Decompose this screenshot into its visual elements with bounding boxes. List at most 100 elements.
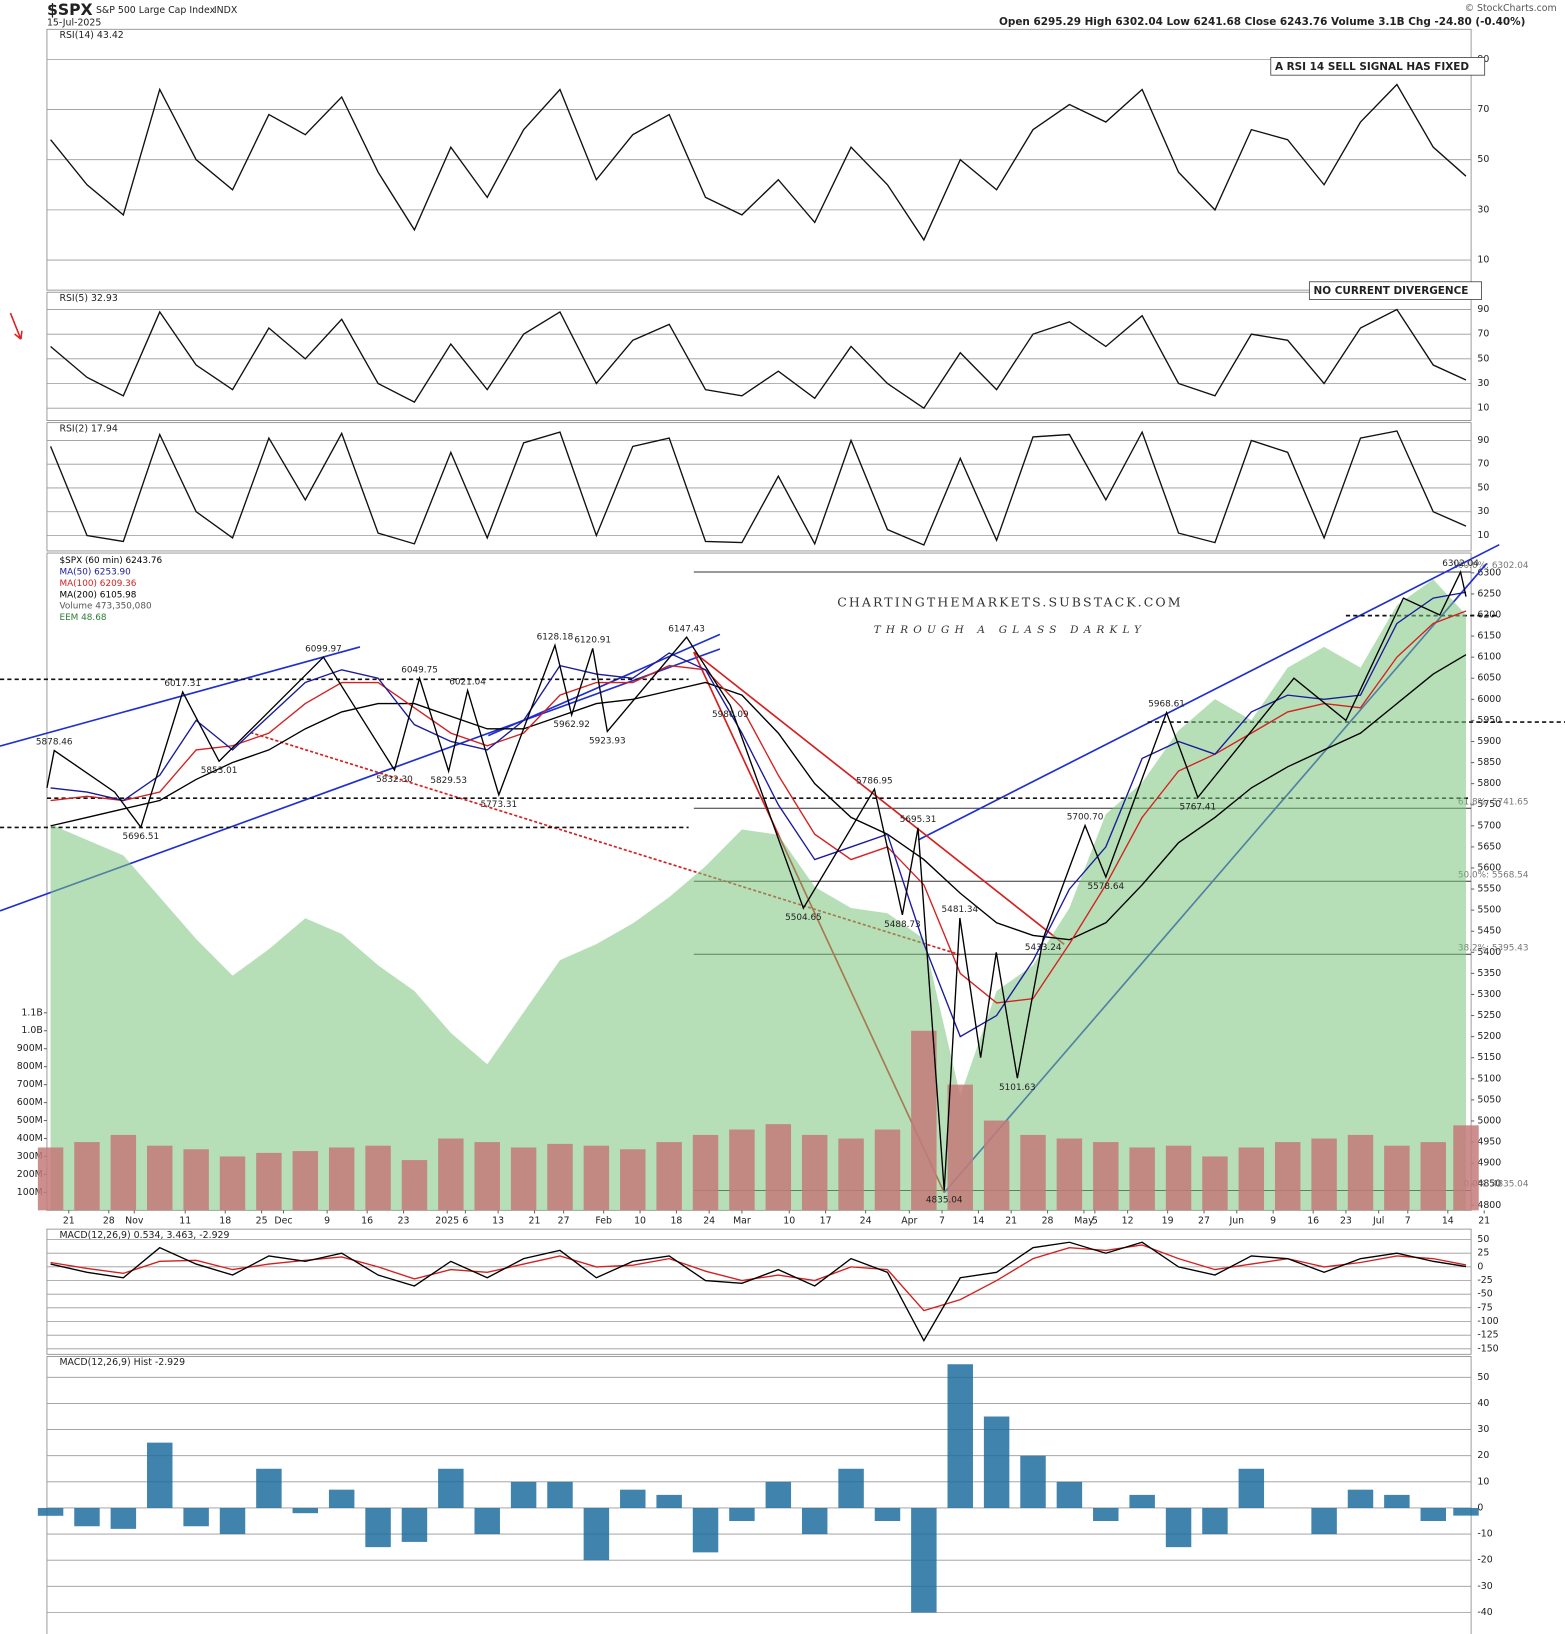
fib-label: 0.0%: 4835.04 [1464,1180,1529,1190]
x-tick-label: 12 [1122,1215,1134,1226]
annotation-box [1308,281,1482,300]
y-tick-label: -20 [1477,1555,1492,1566]
bar [983,1416,1010,1508]
value-label: 5832.30 [376,775,413,785]
x-tick-label: Jul [1372,1215,1384,1226]
bar [1238,1468,1265,1508]
x-tick-label: Dec [274,1215,292,1226]
bar [874,1507,901,1522]
bar [1274,1142,1301,1211]
x-tick-label: 27 [1198,1215,1210,1226]
x-tick-label: Mar [733,1215,751,1226]
x-tick-label: 7 [1405,1215,1411,1226]
bar [1202,1507,1228,1535]
value-label: 5962.92 [553,720,590,730]
symbol: $SPX [47,0,93,19]
y-tick-label: 5700 [1477,820,1501,831]
y-tick-label: 50 [1477,1372,1489,1383]
y-tick-label: 5850 [1477,757,1501,768]
fib-label: 50.0%: 5568.54 [1458,870,1529,880]
y2-tick-label: 500M [17,1115,43,1126]
bar [219,1156,246,1211]
y-tick-label: 5900 [1477,736,1501,747]
value-label: 4835.04 [926,1195,963,1205]
y-tick-label: 5450 [1477,926,1501,937]
bar [1311,1138,1337,1211]
value-label: 5700.70 [1067,813,1104,823]
value-label: 5767.41 [1180,802,1217,812]
legend-entry: Volume 473,350,080 [59,602,151,612]
value-label: 5488.73 [884,920,921,930]
value-label: 6021.04 [449,678,486,688]
y-tick-label: 70 [1477,329,1489,340]
bar [729,1507,755,1522]
x-tick-label: 9 [324,1215,330,1226]
y-tick-label: 50 [1477,154,1489,165]
bar [474,1142,500,1211]
bar [510,1481,537,1508]
series-area [50,579,1466,1211]
bar [1165,1145,1192,1211]
bar [801,1507,828,1535]
y2-tick-label: 300M [17,1151,43,1162]
x-tick-label: 27 [558,1215,570,1226]
y-tick-label: -40 [1477,1607,1492,1618]
x-tick-label: 7 [939,1215,945,1226]
y-tick-label: 6300 [1477,567,1501,578]
panel [46,422,1472,552]
x-tick-label: 11 [179,1215,191,1226]
x-tick-label: Apr [901,1215,917,1226]
arrow [9,312,23,340]
x-tick-label: 23 [1340,1215,1352,1226]
y-tick-label: -25 [1477,1275,1492,1286]
bar [183,1149,209,1211]
y-tick-label: 5750 [1477,799,1501,810]
bar [838,1468,864,1508]
y-tick-label: 20 [1477,1450,1489,1461]
bar [911,1507,937,1613]
value-label: 5986.09 [712,710,749,720]
panel-label: RSI(14) 43.42 [59,30,123,41]
bar [147,1442,173,1508]
annotation: A RSI 14 SELL SIGNAL HAS FIXED [1275,61,1469,73]
bar [765,1481,792,1508]
value-label: 5786.95 [856,776,893,786]
y-tick-label: 25 [1477,1248,1489,1259]
y-tick-label: 5150 [1477,1052,1501,1063]
y-tick-label: -50 [1477,1289,1492,1300]
x-tick-label: 19 [1162,1215,1174,1226]
y-tick-label: 50 [1477,1234,1489,1245]
bar [983,1120,1010,1211]
legend-entry: MA(100) 6209.36 [59,579,136,589]
bar [110,1134,137,1211]
x-tick-label: Feb [595,1215,612,1226]
y-tick-label: 10 [1477,255,1489,266]
y-tick-label: 5950 [1477,715,1501,726]
bar [1453,1125,1479,1211]
bar [1020,1455,1046,1508]
y-tick-label: 30 [1477,1424,1489,1435]
bar [620,1489,646,1508]
value-label: 5695.31 [900,815,937,825]
exchange: INDX [214,5,238,16]
series-line [50,654,1467,941]
series-line [50,1241,1467,1343]
series-line [50,1244,1467,1312]
y-tick-label: 5050 [1477,1094,1501,1105]
y-tick-label: -30 [1477,1581,1492,1592]
y2-tick-label: 400M [17,1133,43,1144]
bar [183,1507,209,1527]
series-line [50,610,1467,1004]
series-line [50,308,1467,410]
bar [1347,1134,1374,1211]
y-tick-label: 30 [1477,506,1489,517]
quote: Open 6295.29 High 6302.04 Low 6241.68 Cl… [999,16,1525,28]
y-tick-label: 6000 [1477,694,1501,705]
bar [1238,1147,1265,1211]
value-label: 5829.53 [430,776,467,786]
panel-label: MACD(12,26,9) Hist -2.929 [59,1357,185,1368]
x-tick-label: 21 [1478,1215,1490,1226]
y-tick-label: 6150 [1477,631,1501,642]
y-tick-label: 5000 [1477,1115,1501,1126]
